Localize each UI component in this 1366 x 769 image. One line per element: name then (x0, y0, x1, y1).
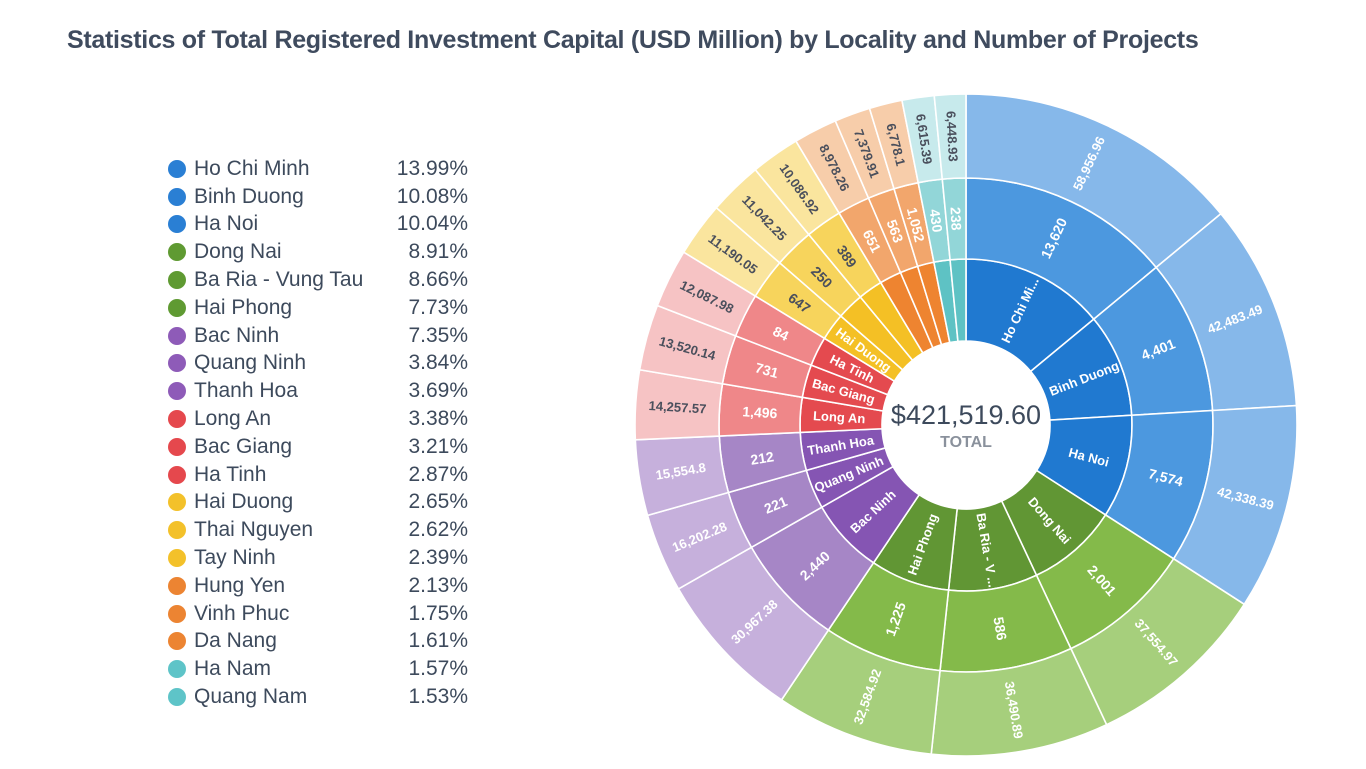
legend-percent: 2.87% (408, 462, 468, 486)
legend-label: Tay Ninh (194, 546, 276, 570)
segment-capital-label: 6,615.39 (913, 113, 935, 165)
legend-label: Binh Duong (194, 184, 304, 208)
legend-label: Dong Nai (194, 240, 282, 264)
legend-dot-icon (168, 243, 186, 262)
legend-dot-icon (168, 493, 186, 512)
legend-percent: 10.04% (396, 212, 468, 236)
legend-item[interactable]: Ha Tinh 2.87% (168, 461, 468, 489)
legend-dot-icon (168, 354, 186, 373)
legend-label: Hai Phong (194, 295, 293, 319)
legend-label: Ha Nam (194, 657, 272, 681)
legend-label: Hai Duong (194, 490, 294, 514)
segments (634, 93, 1298, 757)
legend-percent: 8.91% (408, 240, 468, 264)
legend-percent: 1.53% (408, 685, 468, 709)
legend-item[interactable]: Thai Nguyen 2.62% (168, 516, 468, 544)
legend-item[interactable]: Hai Phong 7.73% (168, 294, 468, 322)
legend-item[interactable]: Hai Duong 2.65% (168, 489, 468, 517)
legend-dot-icon (168, 271, 186, 290)
segment-capital-label: 14,257.57 (648, 398, 707, 417)
legend-item[interactable]: Quang Nam 1.53% (168, 683, 468, 711)
legend-percent: 7.35% (408, 323, 468, 347)
legend-percent: 1.57% (408, 657, 468, 681)
legend-percent: 3.84% (408, 351, 468, 375)
legend-dot-icon (168, 576, 186, 595)
legend-dot-icon (168, 298, 186, 317)
legend-percent: 1.61% (408, 629, 468, 653)
legend-dot-icon (168, 187, 186, 206)
segment-projects-label: 563 (884, 217, 907, 245)
segment-projects-label: 212 (749, 448, 775, 468)
legend-percent: 2.39% (408, 546, 468, 570)
legend-label: Thai Nguyen (194, 518, 314, 542)
legend-label: Ha Tinh (194, 462, 267, 486)
legend-percent: 10.08% (396, 184, 468, 208)
legend-percent: 2.62% (408, 518, 468, 542)
legend-item[interactable]: Ha Nam 1.57% (168, 655, 468, 683)
legend-label: Quang Ninh (194, 351, 307, 375)
segment-projects-label: 430 (926, 208, 945, 234)
legend-dot-icon (168, 437, 186, 456)
legend-dot-icon (168, 632, 186, 651)
chart-title: Statistics of Total Registered Investmen… (67, 26, 1199, 54)
legend-item[interactable]: Ho Chi Minh 13.99% (168, 155, 468, 183)
legend-percent: 1.75% (408, 601, 468, 625)
legend-percent: 2.13% (408, 573, 468, 597)
legend-dot-icon (168, 688, 186, 707)
legend-label: Ba Ria - Vung Tau (194, 268, 364, 292)
legend-label: Quang Nam (194, 685, 308, 709)
legend-percent: 8.66% (408, 268, 468, 292)
legend-percent: 3.21% (408, 434, 468, 458)
segment-projects-label: 586 (990, 616, 1010, 642)
segment-locality-label: Long An (813, 408, 866, 426)
segment-capital[interactable] (933, 93, 967, 181)
legend-item[interactable]: Bac Giang 3.21% (168, 433, 468, 461)
legend: Ho Chi Minh 13.99% Binh Duong 10.08% Ha Noi 1… (168, 155, 468, 711)
legend-dot-icon (168, 410, 186, 429)
segment-projects-label: 84 (770, 323, 791, 344)
legend-item[interactable]: Hung Yen 2.13% (168, 572, 468, 600)
legend-item[interactable]: Dong Nai 8.91% (168, 238, 468, 266)
legend-item[interactable]: Bac Ninh 7.35% (168, 322, 468, 350)
legend-label: Thanh Hoa (194, 379, 298, 403)
legend-item[interactable]: Vinh Phuc 1.75% (168, 600, 468, 628)
legend-dot-icon (168, 215, 186, 234)
segment-projects-label: 731 (754, 359, 781, 381)
legend-dot-icon (168, 604, 186, 623)
segment-capital-label: 6,448.93 (943, 111, 960, 162)
legend-item[interactable]: Long An 3.38% (168, 405, 468, 433)
segment-projects-label: 238 (948, 207, 965, 231)
legend-percent: 2.65% (408, 490, 468, 514)
legend-dot-icon (168, 326, 186, 345)
legend-label: Bac Ninh (194, 323, 280, 347)
legend-dot-icon (168, 159, 186, 178)
legend-dot-icon (168, 549, 186, 568)
legend-dot-icon (168, 382, 186, 401)
legend-item[interactable]: Ha Noi 10.04% (168, 211, 468, 239)
legend-percent: 3.38% (408, 407, 468, 431)
legend-label: Vinh Phuc (194, 601, 290, 625)
legend-label: Ha Noi (194, 212, 259, 236)
legend-label: Ho Chi Minh (194, 156, 310, 180)
legend-percent: 3.69% (408, 379, 468, 403)
legend-label: Bac Giang (194, 434, 293, 458)
legend-percent: 13.99% (396, 156, 468, 180)
legend-item[interactable]: Thanh Hoa 3.69% (168, 377, 468, 405)
legend-item[interactable]: Quang Ninh 3.84% (168, 350, 468, 378)
legend-label: Long An (194, 407, 272, 431)
legend-item[interactable]: Tay Ninh 2.39% (168, 544, 468, 572)
legend-label: Hung Yen (194, 573, 286, 597)
legend-item[interactable]: Ba Ria - Vung Tau 8.66% (168, 266, 468, 294)
legend-percent: 7.73% (408, 295, 468, 319)
legend-label: Da Nang (194, 629, 277, 653)
legend-item[interactable]: Da Nang 1.61% (168, 628, 468, 656)
legend-item[interactable]: Binh Duong 10.08% (168, 183, 468, 211)
legend-dot-icon (168, 521, 186, 540)
center-total-value: $421,519.60 (891, 400, 1041, 430)
legend-dot-icon (168, 660, 186, 679)
legend-dot-icon (168, 465, 186, 484)
segment-projects-label: 1,496 (742, 403, 778, 421)
center-total-label: TOTAL (940, 434, 992, 451)
